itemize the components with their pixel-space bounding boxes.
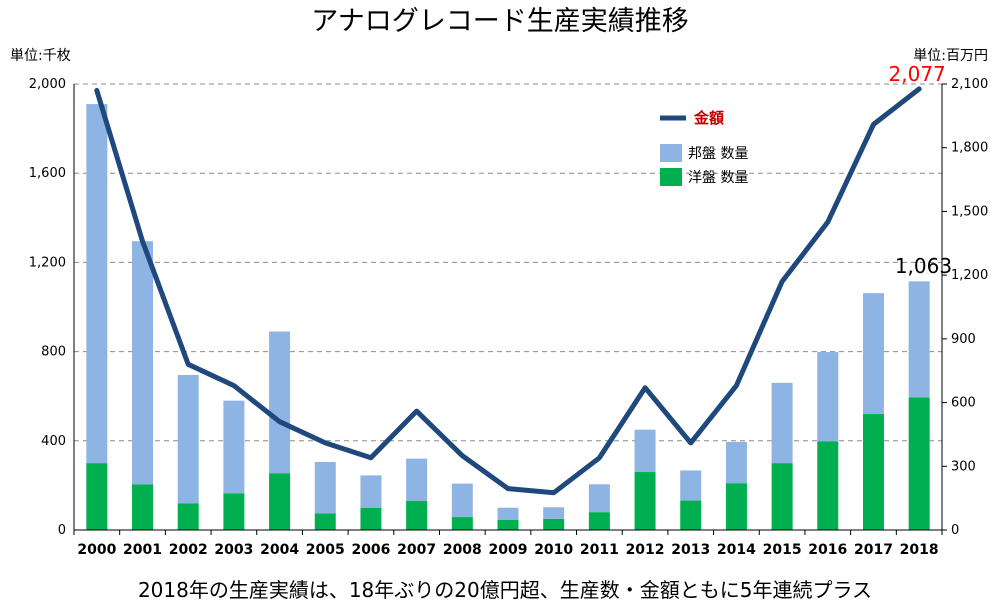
bar-western-2006 (360, 507, 382, 530)
bar-western-2011 (588, 512, 610, 530)
bar-domestic-2015 (771, 382, 793, 464)
legend-box-swatch (660, 168, 682, 186)
bar-domestic-2010 (543, 507, 565, 519)
x-tick-label: 2018 (900, 542, 939, 558)
right-tick-label: 1,500 (951, 204, 988, 219)
bar-domestic-2012 (634, 429, 656, 473)
bar-domestic-2003 (223, 400, 245, 494)
bar-domestic-2016 (817, 352, 839, 442)
annotation-label: 1,063 (895, 254, 952, 278)
bar-western-2018 (908, 397, 930, 530)
amount-line-layer (94, 86, 922, 496)
right-tick-label: 1,800 (951, 141, 988, 156)
bar-western-2004 (269, 473, 291, 530)
bar-domestic-2011 (588, 484, 610, 513)
x-tick-label: 2006 (351, 542, 390, 558)
x-tick-label: 2014 (717, 542, 756, 558)
right-tick-label: 600 (951, 396, 976, 411)
bar-western-2013 (680, 500, 702, 530)
bar-domestic-2000 (86, 104, 108, 464)
bar-western-2008 (451, 517, 473, 530)
bar-domestic-2009 (497, 507, 519, 520)
x-tick-label: 2007 (397, 542, 436, 558)
bar-western-2003 (223, 493, 245, 530)
bar-domestic-2005 (314, 461, 336, 514)
bar-western-2005 (314, 513, 336, 530)
chart-caption: 2018年の生産実績は、18年ぶりの20億円超、生産数・金額ともに5年連続プラス (138, 578, 872, 602)
bar-western-2010 (543, 518, 565, 530)
left-tick-label: 800 (41, 345, 66, 360)
right-axis-unit: 単位:百万円 (913, 48, 988, 64)
amount-line (94, 86, 922, 496)
left-tick-label: 1,600 (29, 166, 66, 181)
bar-western-2007 (406, 501, 428, 530)
x-tick-label: 2000 (77, 542, 116, 558)
bars (86, 104, 930, 530)
annotations: 2,077 1,063 (889, 62, 953, 278)
x-tick-label: 2016 (808, 542, 847, 558)
bar-domestic-2017 (862, 293, 884, 415)
bar-domestic-2004 (269, 331, 291, 474)
bar-western-2012 (634, 472, 656, 530)
x-tick-label: 2009 (489, 542, 528, 558)
bar-domestic-2002 (177, 375, 199, 504)
x-tick-label: 2013 (671, 542, 710, 558)
bar-domestic-2001 (132, 241, 154, 485)
bar-western-2015 (771, 463, 793, 530)
right-tick-label: 1,200 (951, 268, 988, 283)
x-tick-label: 2017 (854, 542, 893, 558)
bar-domestic-2007 (406, 458, 428, 502)
bar-western-2001 (132, 484, 154, 530)
right-tick-label: 2,100 (951, 77, 988, 92)
bar-western-2017 (862, 414, 884, 530)
right-tick-label: 300 (951, 459, 976, 474)
x-tick-label: 2003 (214, 542, 253, 558)
chart-title: アナログレコード生産実績推移 (311, 6, 688, 37)
left-tick-label: 0 (58, 523, 66, 538)
x-tick-label: 2011 (580, 542, 619, 558)
bar-domestic-2018 (908, 281, 930, 398)
x-tick-label: 2004 (260, 542, 299, 558)
x-tick-label: 2010 (534, 542, 573, 558)
bar-western-2016 (817, 441, 839, 530)
x-tick-label: 2008 (443, 542, 482, 558)
right-tick-label: 900 (951, 332, 976, 347)
right-tick-label: 0 (951, 523, 959, 538)
bar-western-2014 (725, 483, 747, 530)
legend-label: 洋盤 数量 (688, 170, 748, 186)
bar-domestic-2008 (451, 483, 473, 518)
bar-western-2000 (86, 463, 108, 530)
legend-label: 邦盤 数量 (688, 146, 748, 162)
bar-domestic-2014 (725, 441, 747, 484)
legend-amount-label: 金額 (693, 109, 724, 127)
left-tick-label: 2,000 (29, 77, 66, 92)
x-tick-label: 2001 (123, 542, 162, 558)
gridlines (74, 83, 942, 442)
x-tick-label: 2005 (306, 542, 345, 558)
bar-western-2009 (497, 519, 519, 530)
left-tick-label: 1,200 (29, 255, 66, 270)
left-axis-unit: 単位:千枚 (10, 48, 71, 64)
bar-western-2002 (177, 503, 199, 530)
bar-domestic-2013 (680, 470, 702, 501)
left-tick-label: 400 (41, 434, 66, 449)
annotation-label: 2,077 (889, 62, 946, 86)
x-tick-label: 2012 (626, 542, 665, 558)
legend-box-swatch (660, 144, 682, 162)
x-tick-label: 2002 (169, 542, 208, 558)
x-tick-label: 2015 (763, 542, 802, 558)
axes: 0 400 800 1,200 1,600 2,000 0 300 600 900 1,200 1,5… (29, 77, 988, 558)
bar-domestic-2006 (360, 475, 382, 508)
